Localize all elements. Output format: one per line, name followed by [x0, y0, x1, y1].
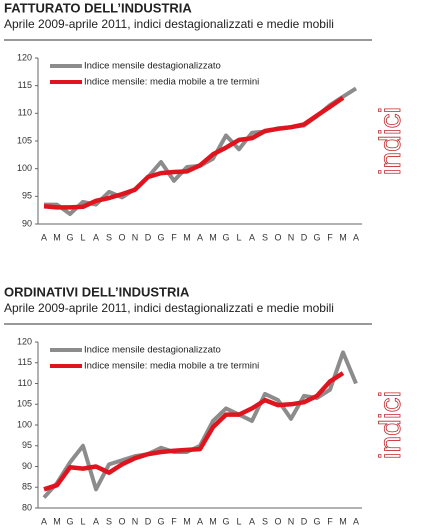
x-tick-label: A	[249, 232, 255, 242]
x-tick-label: G	[157, 232, 164, 242]
x-tick-label: A	[353, 232, 359, 242]
y-tick-label: 95	[22, 440, 32, 450]
x-tick-label: L	[236, 232, 241, 242]
x-tick-label: M	[339, 516, 347, 526]
y-tick-label: 80	[22, 502, 32, 512]
y-tick-label: 85	[22, 482, 32, 492]
y-tick-label: 115	[18, 80, 32, 90]
series-line	[44, 86, 358, 216]
x-tick-label: A	[249, 516, 255, 526]
x-tick-label: O	[118, 516, 125, 526]
x-tick-label: F	[327, 516, 333, 526]
chart-title: FATTURATO DELL’INDUSTRIA	[4, 0, 192, 15]
legend-label: Indice mensile destagionalizzato	[84, 345, 221, 356]
y-tick-label: 90	[22, 461, 32, 471]
x-tick-label: M	[53, 516, 61, 526]
y-tick-label: 105	[17, 399, 32, 409]
x-tick-label: M	[339, 232, 347, 242]
x-tick-label: G	[66, 516, 73, 526]
x-tick-label: N	[132, 232, 139, 242]
y-tick-label: 110	[18, 378, 32, 388]
x-tick-label: D	[301, 232, 308, 242]
x-tick-label: M	[183, 232, 191, 242]
x-tick-label: S	[106, 232, 112, 242]
series-line	[43, 371, 345, 492]
x-tick-label: F	[171, 232, 177, 242]
x-tick-label: S	[106, 516, 112, 526]
y-tick-label: 90	[22, 218, 32, 228]
x-tick-label: A	[41, 232, 47, 242]
x-tick-label: L	[80, 232, 85, 242]
legend-label: Indice mensile destagionalizzato	[84, 61, 221, 72]
series-line	[42, 350, 358, 499]
x-tick-label: G	[222, 232, 229, 242]
legend-label: Indice mensile: media mobile a tre termi…	[84, 77, 259, 88]
series-line	[43, 95, 345, 210]
x-tick-label: F	[327, 232, 333, 242]
x-tick-label: S	[262, 232, 268, 242]
x-tick-label: D	[301, 516, 308, 526]
chart-subtitle: Aprile 2009-aprile 2011, indici destagio…	[4, 17, 334, 31]
x-tick-label: A	[353, 516, 359, 526]
x-tick-label: G	[66, 232, 73, 242]
x-tick-label: G	[157, 516, 164, 526]
y-tick-label: 120	[17, 52, 32, 62]
y-tick-label: 110	[18, 108, 32, 118]
y-tick-label: 95	[22, 191, 32, 201]
x-tick-label: M	[53, 232, 61, 242]
x-tick-label: F	[171, 516, 177, 526]
x-tick-label: A	[93, 232, 99, 242]
y-tick-label: 120	[17, 336, 32, 346]
x-tick-label: M	[183, 516, 191, 526]
chart-title: ORDINATIVI DELL’INDUSTRIA	[4, 284, 190, 299]
x-tick-label: N	[288, 516, 295, 526]
y-tick-label: 105	[17, 135, 32, 145]
y-axis-label: indici	[374, 391, 407, 459]
x-tick-label: G	[313, 516, 320, 526]
x-tick-label: L	[80, 516, 85, 526]
y-tick-label: 115	[18, 357, 32, 367]
x-tick-label: O	[118, 232, 125, 242]
x-tick-label: A	[93, 516, 99, 526]
x-tick-label: A	[197, 516, 203, 526]
x-tick-label: S	[262, 516, 268, 526]
x-tick-label: O	[274, 232, 281, 242]
x-tick-label: A	[41, 516, 47, 526]
x-tick-label: N	[132, 516, 139, 526]
x-tick-label: N	[288, 232, 295, 242]
y-axis-label: indici	[374, 107, 407, 175]
y-tick-label: 100	[17, 163, 32, 173]
x-tick-label: M	[209, 232, 217, 242]
x-tick-label: O	[274, 516, 281, 526]
legend-label: Indice mensile: media mobile a tre termi…	[84, 361, 259, 372]
x-tick-label: G	[313, 232, 320, 242]
y-tick-label: 100	[17, 419, 32, 429]
x-tick-label: A	[197, 232, 203, 242]
x-tick-label: G	[222, 516, 229, 526]
x-tick-label: M	[209, 516, 217, 526]
x-tick-label: D	[145, 516, 152, 526]
chart-subtitle: Aprile 2009-aprile 2011, indici destagio…	[4, 301, 334, 315]
x-tick-label: L	[236, 516, 241, 526]
x-tick-label: D	[145, 232, 152, 242]
